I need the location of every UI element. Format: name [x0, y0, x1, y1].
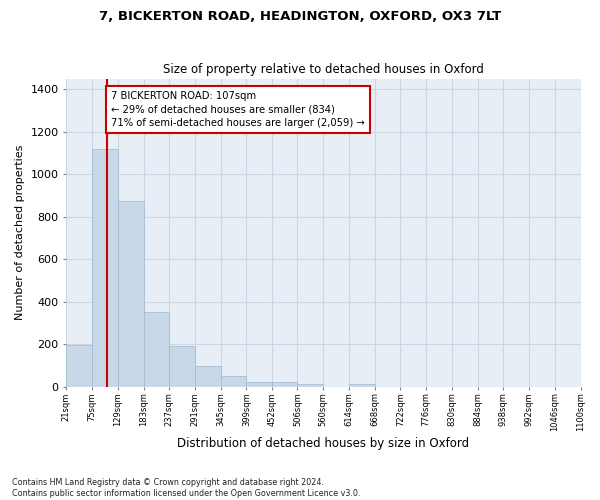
- Bar: [298, 384, 323, 387]
- Bar: [221, 376, 247, 387]
- Bar: [118, 201, 143, 387]
- Y-axis label: Number of detached properties: Number of detached properties: [15, 145, 25, 320]
- Text: 7, BICKERTON ROAD, HEADINGTON, OXFORD, OX3 7LT: 7, BICKERTON ROAD, HEADINGTON, OXFORD, O…: [99, 10, 501, 23]
- Title: Size of property relative to detached houses in Oxford: Size of property relative to detached ho…: [163, 63, 484, 76]
- Bar: [92, 148, 118, 387]
- Bar: [195, 366, 221, 387]
- Bar: [247, 382, 272, 387]
- Text: Contains HM Land Registry data © Crown copyright and database right 2024.
Contai: Contains HM Land Registry data © Crown c…: [12, 478, 361, 498]
- X-axis label: Distribution of detached houses by size in Oxford: Distribution of detached houses by size …: [178, 437, 469, 450]
- Bar: [143, 312, 169, 387]
- Bar: [169, 346, 195, 387]
- Bar: [349, 384, 374, 387]
- Bar: [67, 346, 92, 387]
- Text: 7 BICKERTON ROAD: 107sqm
← 29% of detached houses are smaller (834)
71% of semi-: 7 BICKERTON ROAD: 107sqm ← 29% of detach…: [111, 92, 365, 128]
- Bar: [272, 382, 298, 387]
